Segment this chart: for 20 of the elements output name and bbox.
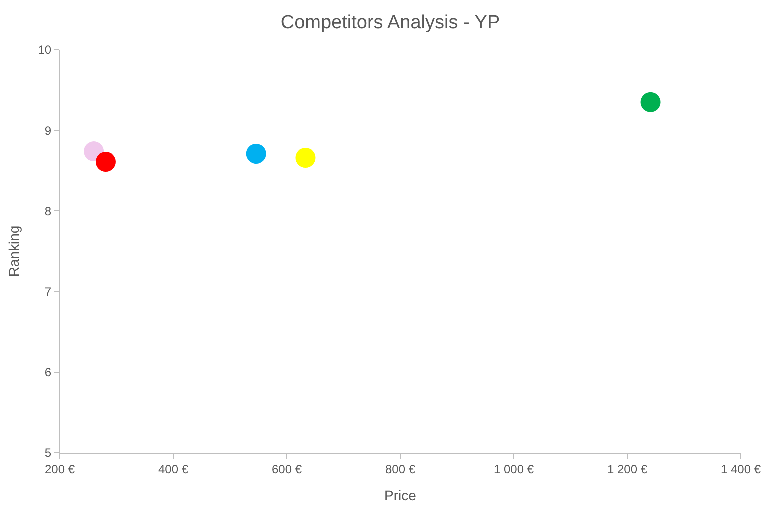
x-tick-label: 1 400 €: [720, 462, 762, 476]
y-tick-label: 6: [44, 366, 52, 380]
y-tick-label: 5: [44, 446, 52, 460]
x-tick-label: 1 000 €: [494, 462, 534, 476]
x-axis-title: Price: [384, 488, 417, 504]
y-tick-label: 7: [44, 285, 52, 299]
y-tick-label: 8: [44, 204, 52, 218]
point: [96, 152, 116, 172]
y-axis-title: Ranking: [6, 226, 22, 278]
point: [246, 144, 266, 164]
y-tick-label: 10: [38, 43, 52, 58]
point: [296, 148, 316, 168]
x-tick-label: 400 €: [158, 462, 189, 476]
chart-title: Competitors Analysis - YP: [280, 12, 500, 34]
y-tick-label: 9: [44, 124, 52, 138]
x-tick-label: 600 €: [272, 462, 302, 476]
x-tick-label: 200 €: [44, 462, 76, 476]
x-tick-label: 1 200 €: [607, 462, 648, 476]
x-tick-label: 800 €: [385, 462, 416, 476]
point: [640, 92, 661, 112]
